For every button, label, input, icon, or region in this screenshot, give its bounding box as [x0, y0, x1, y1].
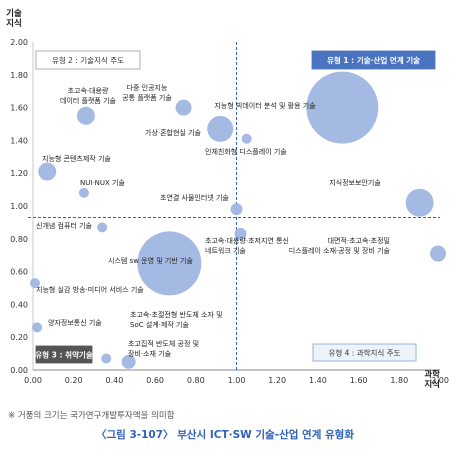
y-tick-label: 2.00 [10, 38, 28, 47]
figure-caption: 〈그림 3-107〉 부산시 ICT·SW 기술-산업 연계 유형화 [95, 429, 355, 441]
bubble-point [241, 133, 252, 144]
y-tick-label: 1.80 [10, 71, 28, 80]
x-tick-label: 1.20 [268, 376, 286, 385]
bubble-label: 지능형 콘텐츠제작 기술 [42, 154, 111, 163]
y-tick-label: 0.80 [10, 235, 28, 244]
bubble-label: 대면적·초고속·초정밀 디스플레이 소재·공정 및 장비 기술 [289, 236, 391, 255]
bubble-label: 시스템 sw 운영 및 기반 기술 [108, 256, 193, 265]
y-tick-label: 0.60 [10, 268, 28, 277]
y-tick-label: 1.00 [10, 202, 28, 211]
x-tick-label: 1.40 [309, 376, 327, 385]
bubble-point [97, 222, 108, 233]
bubble-point [137, 231, 202, 296]
x-tick-label: 0.80 [187, 376, 205, 385]
bubble-label: 초고속·초절전형 반도체 소자 및 SoC 설계·제작 기술 [130, 310, 223, 329]
x-tick-label: 1.80 [390, 376, 408, 385]
bubble-label: 신개념 컴퓨터 기술 [36, 221, 93, 230]
bubble-label: 초고속·대용량 데이터 플랫폼 기술 [60, 87, 117, 105]
quadrant-label: 유형 2 : 기술지식 주도 [52, 56, 124, 65]
x-tick-label: 2.00 [431, 376, 449, 385]
bubble-point [38, 162, 57, 181]
bubble-label: 양자정보통신 기술 [48, 318, 102, 327]
quadrant-label: 유형 4 : 과학지식 주도 [328, 348, 400, 358]
bubble-point [76, 106, 95, 125]
y-tick-label: 1.60 [10, 104, 28, 113]
quadrant-label: 유형 1 : 기술·산업 연계 기술 [327, 55, 420, 65]
x-tick-label: 1.60 [350, 376, 368, 385]
x-axis-title: 과학 지식 [424, 369, 440, 390]
bubble-point [32, 322, 43, 333]
bubble-point [230, 203, 243, 216]
quadrant-box [35, 345, 93, 364]
x-tick-label: 0.00 [24, 376, 42, 385]
x-tick-label: 1.00 [228, 376, 246, 385]
bubble-label: 가상·혼합현실 기술 [145, 128, 202, 137]
y-axis-title: 기술 지식 [6, 8, 22, 29]
y-tick-label: 0.40 [10, 300, 28, 309]
bubble-chart: 0.00 0.20 0.40 0.60 0.80 1.00 1.20 1.40 1.60 1.80… [6, 8, 449, 390]
x-tick-label: 0.40 [105, 376, 123, 385]
bubble-label: 초연결 사물인터넷 기술 [160, 193, 229, 202]
bubble-label: NUI·NUX 기술 [80, 178, 125, 187]
bubble-point [207, 115, 234, 142]
bubble-label: 지능형 빅데이터 분석 및 활용 기술 [214, 101, 316, 110]
bubble-label: 초고집적 반도체 공정 및 장비·소재 기술 [128, 339, 199, 358]
quadrant-box [312, 343, 417, 362]
bubble-label: 지능형 실감 방송·미디어 서비스 기술 [36, 285, 144, 294]
quadrant-label: 유형 3 : 취약기술 [35, 350, 93, 360]
y-tick-label: 1.40 [10, 136, 28, 145]
bubble-point [30, 278, 40, 289]
y-tick-label: 0.20 [10, 333, 28, 342]
x-tick-label: 0.20 [65, 376, 83, 385]
bubble-point [430, 245, 446, 262]
quadrant-box [311, 50, 436, 70]
bubble-point [121, 354, 136, 369]
bubble-label: 초고속·대용량·초저지연 통신 네트워크 기술 [205, 236, 289, 255]
bubble-point [234, 227, 247, 240]
bubble-point [405, 188, 434, 217]
bubble-label: 지식정보보안기술 [329, 178, 381, 187]
footnote: ※ 거품의 크기는 국가연구개발투자액을 의미함 [8, 411, 175, 421]
y-tick-label: 1.20 [10, 169, 28, 178]
bubble-point [78, 187, 89, 198]
bubble-point [101, 353, 112, 364]
x-tick-label: 0.60 [146, 376, 164, 385]
bubble-point [175, 99, 192, 116]
bubble-point [306, 71, 379, 144]
quadrant-box [35, 50, 141, 70]
bubble-label: 인체친화형 디스플레이 기술 [205, 147, 287, 156]
bubble-label: 다중 인공지능 공통 플랫폼 기술 [122, 83, 172, 102]
y-tick-label: 0.00 [10, 366, 28, 375]
